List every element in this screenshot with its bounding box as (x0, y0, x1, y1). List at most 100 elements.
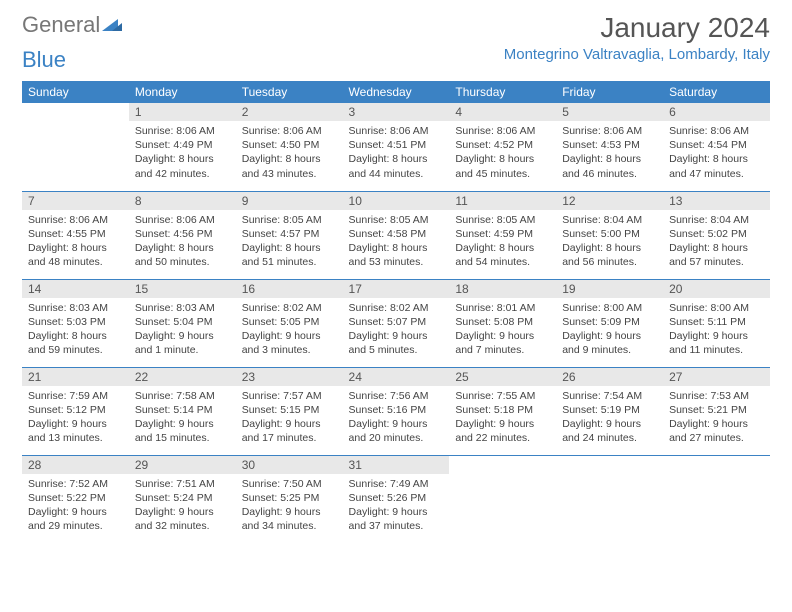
sunset-line: Sunset: 4:58 PM (349, 227, 444, 241)
weekday-header: Wednesday (343, 81, 450, 103)
daylight-line: Daylight: 8 hours and 44 minutes. (349, 152, 444, 180)
daylight-line: Daylight: 8 hours and 51 minutes. (242, 241, 337, 269)
calendar-cell: .. (556, 455, 663, 543)
calendar-cell: 5Sunrise: 8:06 AMSunset: 4:53 PMDaylight… (556, 103, 663, 191)
daylight-line: Daylight: 8 hours and 54 minutes. (455, 241, 550, 269)
calendar-cell: .. (449, 455, 556, 543)
sunset-line: Sunset: 5:16 PM (349, 403, 444, 417)
day-number: 11 (449, 192, 556, 210)
daylight-line: Daylight: 9 hours and 11 minutes. (669, 329, 764, 357)
daylight-line: Daylight: 9 hours and 27 minutes. (669, 417, 764, 445)
calendar-cell: 28Sunrise: 7:52 AMSunset: 5:22 PMDayligh… (22, 455, 129, 543)
day-body: Sunrise: 8:03 AMSunset: 5:04 PMDaylight:… (129, 298, 236, 364)
day-body: Sunrise: 8:04 AMSunset: 5:00 PMDaylight:… (556, 210, 663, 276)
sunset-line: Sunset: 4:52 PM (455, 138, 550, 152)
calendar-cell: 29Sunrise: 7:51 AMSunset: 5:24 PMDayligh… (129, 455, 236, 543)
sunrise-line: Sunrise: 8:04 AM (562, 213, 657, 227)
sunrise-line: Sunrise: 8:02 AM (242, 301, 337, 315)
sunrise-line: Sunrise: 8:03 AM (135, 301, 230, 315)
day-number: 1 (129, 103, 236, 121)
sunrise-line: Sunrise: 8:06 AM (135, 213, 230, 227)
day-body: Sunrise: 8:03 AMSunset: 5:03 PMDaylight:… (22, 298, 129, 364)
day-body: Sunrise: 8:00 AMSunset: 5:11 PMDaylight:… (663, 298, 770, 364)
sunrise-line: Sunrise: 7:59 AM (28, 389, 123, 403)
calendar-cell: .. (22, 103, 129, 191)
sunrise-line: Sunrise: 8:06 AM (349, 124, 444, 138)
sunset-line: Sunset: 5:02 PM (669, 227, 764, 241)
calendar-cell: 14Sunrise: 8:03 AMSunset: 5:03 PMDayligh… (22, 279, 129, 367)
daylight-line: Daylight: 8 hours and 57 minutes. (669, 241, 764, 269)
sunset-line: Sunset: 5:03 PM (28, 315, 123, 329)
sunset-line: Sunset: 5:12 PM (28, 403, 123, 417)
sunrise-line: Sunrise: 7:51 AM (135, 477, 230, 491)
calendar-cell: 22Sunrise: 7:58 AMSunset: 5:14 PMDayligh… (129, 367, 236, 455)
sunset-line: Sunset: 4:54 PM (669, 138, 764, 152)
sunrise-line: Sunrise: 8:00 AM (669, 301, 764, 315)
day-number: 31 (343, 456, 450, 474)
weekday-header: Tuesday (236, 81, 343, 103)
sunrise-line: Sunrise: 7:50 AM (242, 477, 337, 491)
sunset-line: Sunset: 4:56 PM (135, 227, 230, 241)
day-number: 10 (343, 192, 450, 210)
day-body: Sunrise: 7:57 AMSunset: 5:15 PMDaylight:… (236, 386, 343, 452)
day-number: 28 (22, 456, 129, 474)
day-number: 23 (236, 368, 343, 386)
sunset-line: Sunset: 5:18 PM (455, 403, 550, 417)
daylight-line: Daylight: 8 hours and 47 minutes. (669, 152, 764, 180)
calendar-cell: 11Sunrise: 8:05 AMSunset: 4:59 PMDayligh… (449, 191, 556, 279)
calendar-cell: 12Sunrise: 8:04 AMSunset: 5:00 PMDayligh… (556, 191, 663, 279)
daylight-line: Daylight: 8 hours and 48 minutes. (28, 241, 123, 269)
day-body: Sunrise: 7:55 AMSunset: 5:18 PMDaylight:… (449, 386, 556, 452)
calendar-cell: 21Sunrise: 7:59 AMSunset: 5:12 PMDayligh… (22, 367, 129, 455)
logo-text-1: General (22, 12, 100, 38)
weekday-header: Thursday (449, 81, 556, 103)
day-body: Sunrise: 7:54 AMSunset: 5:19 PMDaylight:… (556, 386, 663, 452)
sunrise-line: Sunrise: 8:04 AM (669, 213, 764, 227)
daylight-line: Daylight: 8 hours and 43 minutes. (242, 152, 337, 180)
daylight-line: Daylight: 9 hours and 1 minute. (135, 329, 230, 357)
day-body: Sunrise: 8:05 AMSunset: 4:59 PMDaylight:… (449, 210, 556, 276)
day-body: Sunrise: 8:06 AMSunset: 4:51 PMDaylight:… (343, 121, 450, 187)
sunset-line: Sunset: 5:22 PM (28, 491, 123, 505)
calendar-row: 21Sunrise: 7:59 AMSunset: 5:12 PMDayligh… (22, 367, 770, 455)
day-body: Sunrise: 8:06 AMSunset: 4:52 PMDaylight:… (449, 121, 556, 187)
daylight-line: Daylight: 9 hours and 7 minutes. (455, 329, 550, 357)
daylight-line: Daylight: 9 hours and 17 minutes. (242, 417, 337, 445)
weekday-header: Friday (556, 81, 663, 103)
calendar-cell: 26Sunrise: 7:54 AMSunset: 5:19 PMDayligh… (556, 367, 663, 455)
calendar-cell: 6Sunrise: 8:06 AMSunset: 4:54 PMDaylight… (663, 103, 770, 191)
daylight-line: Daylight: 9 hours and 37 minutes. (349, 505, 444, 533)
sunrise-line: Sunrise: 7:54 AM (562, 389, 657, 403)
sunrise-line: Sunrise: 8:06 AM (669, 124, 764, 138)
daylight-line: Daylight: 8 hours and 59 minutes. (28, 329, 123, 357)
sunset-line: Sunset: 5:11 PM (669, 315, 764, 329)
sunrise-line: Sunrise: 7:53 AM (669, 389, 764, 403)
calendar-cell: 19Sunrise: 8:00 AMSunset: 5:09 PMDayligh… (556, 279, 663, 367)
daylight-line: Daylight: 8 hours and 42 minutes. (135, 152, 230, 180)
sunset-line: Sunset: 5:15 PM (242, 403, 337, 417)
daylight-line: Daylight: 9 hours and 29 minutes. (28, 505, 123, 533)
day-body: Sunrise: 8:04 AMSunset: 5:02 PMDaylight:… (663, 210, 770, 276)
sunrise-line: Sunrise: 7:56 AM (349, 389, 444, 403)
daylight-line: Daylight: 9 hours and 34 minutes. (242, 505, 337, 533)
day-number: 30 (236, 456, 343, 474)
day-number: 18 (449, 280, 556, 298)
daylight-line: Daylight: 9 hours and 3 minutes. (242, 329, 337, 357)
sunset-line: Sunset: 5:25 PM (242, 491, 337, 505)
title-block: January 2024 Montegrino Valtravaglia, Lo… (504, 12, 770, 63)
calendar-cell: 3Sunrise: 8:06 AMSunset: 4:51 PMDaylight… (343, 103, 450, 191)
sunrise-line: Sunrise: 7:49 AM (349, 477, 444, 491)
day-body: Sunrise: 8:05 AMSunset: 4:57 PMDaylight:… (236, 210, 343, 276)
calendar-cell: 15Sunrise: 8:03 AMSunset: 5:04 PMDayligh… (129, 279, 236, 367)
calendar-cell: 16Sunrise: 8:02 AMSunset: 5:05 PMDayligh… (236, 279, 343, 367)
sunrise-line: Sunrise: 8:06 AM (242, 124, 337, 138)
calendar-cell: .. (663, 455, 770, 543)
weekday-header: Sunday (22, 81, 129, 103)
weekday-header: Saturday (663, 81, 770, 103)
daylight-line: Daylight: 9 hours and 24 minutes. (562, 417, 657, 445)
day-body: Sunrise: 7:59 AMSunset: 5:12 PMDaylight:… (22, 386, 129, 452)
weekday-header: Monday (129, 81, 236, 103)
day-number: 21 (22, 368, 129, 386)
day-number: 7 (22, 192, 129, 210)
daylight-line: Daylight: 9 hours and 32 minutes. (135, 505, 230, 533)
